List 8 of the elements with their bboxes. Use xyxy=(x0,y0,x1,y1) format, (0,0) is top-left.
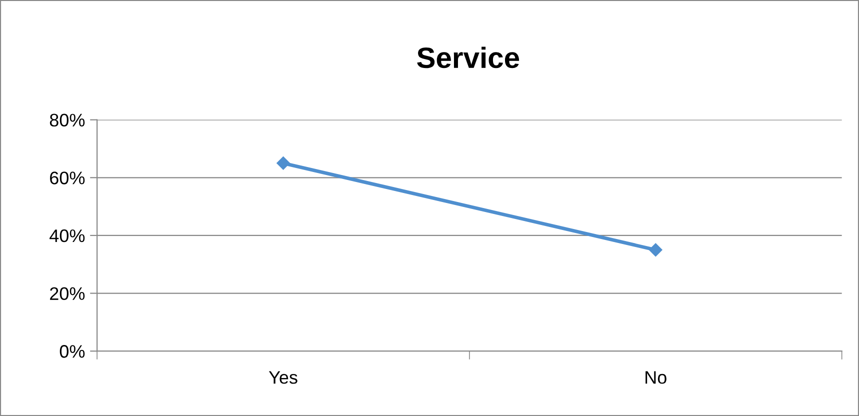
y-tick-label: 0% xyxy=(60,345,85,358)
y-tick-label: 20% xyxy=(50,287,85,300)
x-tick-label: Yes xyxy=(268,371,298,384)
y-tick-label: 80% xyxy=(50,114,85,127)
y-tick-label: 40% xyxy=(50,229,85,242)
x-tick-label: No xyxy=(646,371,666,384)
y-tick-label: 60% xyxy=(50,172,85,184)
chart-title: Service xyxy=(417,46,520,68)
